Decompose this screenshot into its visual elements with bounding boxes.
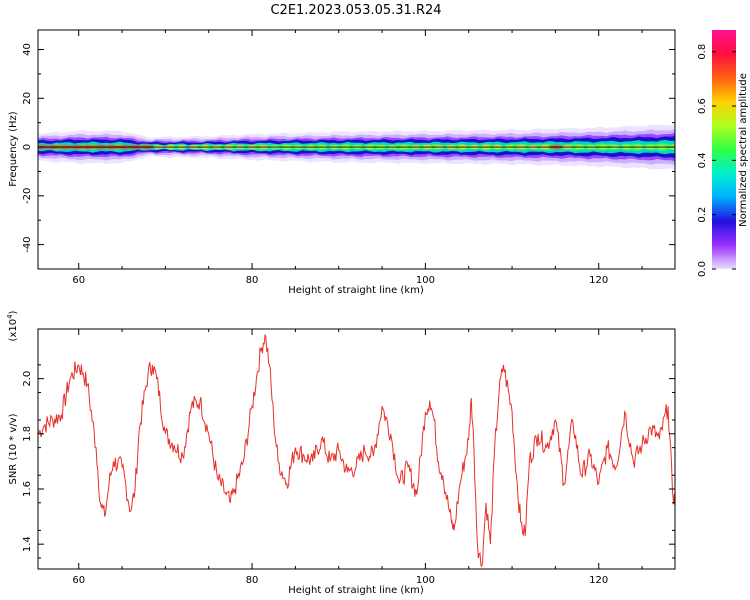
spectrogram-ticks: 60 80 100 120 -40 -20 0 20 40 xyxy=(22,30,675,286)
spectrogram-xtick-label: 100 xyxy=(416,275,435,286)
snr-xtick-label: 100 xyxy=(416,575,435,586)
spectral-band xyxy=(38,124,675,170)
snr-plot-area xyxy=(38,329,675,569)
spectrogram-ytick-label: 40 xyxy=(22,43,33,56)
spectrogram-xtick-label: 120 xyxy=(589,275,608,286)
snr-ytick-label: 2.0 xyxy=(22,371,33,387)
colorbar-tick-label: 0.6 xyxy=(697,98,708,114)
figure-title: C2E1.2023.053.05.31.R24 xyxy=(270,3,441,18)
snr-xlabel: Height of straight line (km) xyxy=(288,585,424,596)
snr-ylabel: SNR (10 * v/v) xyxy=(8,413,19,484)
spectrogram-xtick-label: 80 xyxy=(246,275,259,286)
snr-panel: 60 80 100 120 1.4 1.6 1.8 2.0 Height of straigh… xyxy=(6,310,676,596)
colorbar: 0.0 0.2 0.4 0.6 0.8 Normalized spectral ampl… xyxy=(697,30,749,277)
spectrogram-ylabel: Frequency (Hz) xyxy=(8,111,19,187)
snr-frame xyxy=(37,328,676,570)
colorbar-strip xyxy=(712,30,736,269)
spectrogram-xlabel: Height of straight line (km) xyxy=(288,285,424,296)
colorbar-tick-label: 0.0 xyxy=(697,261,708,277)
snr-xtick-label: 60 xyxy=(72,575,85,586)
spectrogram-ytick-label: -20 xyxy=(22,188,33,204)
colorbar-tick-label: 0.4 xyxy=(697,152,708,168)
snr-series-line xyxy=(38,334,675,568)
colorbar-label: Normalized spectral amplitude xyxy=(738,73,749,227)
spectrogram-ytick-label: 20 xyxy=(22,92,33,105)
snr-xtick-label: 80 xyxy=(246,575,259,586)
snr-ticks: 60 80 100 120 1.4 1.6 1.8 2.0 xyxy=(22,329,675,586)
spectrogram-ytick-label: 0 xyxy=(22,144,33,150)
colorbar-tick-label: 0.2 xyxy=(697,207,708,223)
snr-ytick-label: 1.6 xyxy=(22,481,33,497)
snr-ytick-label: 1.4 xyxy=(22,536,33,552)
spectrogram-ytick-label: -40 xyxy=(22,236,33,252)
spectrogram-frame xyxy=(37,29,676,270)
spectrogram-panel: 60 80 100 120 -40 -20 0 20 40 Height of straight… xyxy=(8,29,676,296)
colorbar-tick-label: 0.8 xyxy=(697,44,708,60)
snr-y-multiplier: (x104) xyxy=(6,310,19,341)
spectrogram-xtick-label: 60 xyxy=(72,275,85,286)
colorbar-ticks: 0.0 0.2 0.4 0.6 0.8 xyxy=(697,44,736,277)
snr-ytick-label: 1.8 xyxy=(22,426,33,442)
snr-xtick-label: 120 xyxy=(589,575,608,586)
